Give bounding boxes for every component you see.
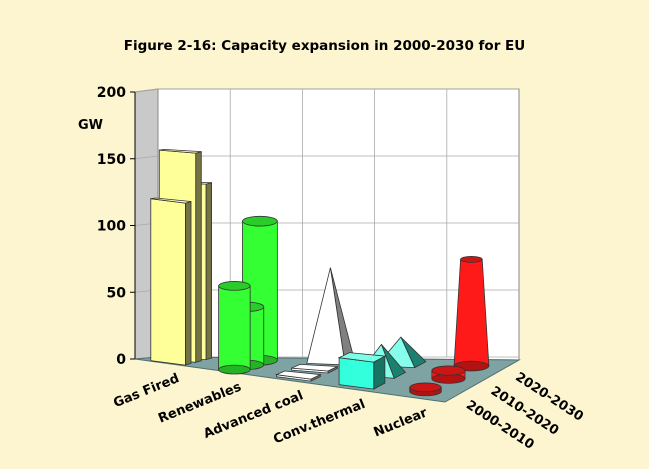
bar-nuclear-2000-2010-top xyxy=(409,382,442,393)
bar-conv-thermal-2000-2010 xyxy=(338,357,375,390)
bar-advanced-coal-2010-2020-top xyxy=(291,363,338,372)
bar-renewables-2020-2030-top xyxy=(242,215,278,227)
bar-renewables-2000-2010-bottom xyxy=(218,364,251,375)
y-tick-label: 100 xyxy=(97,219,126,235)
y-tick-label: 50 xyxy=(107,285,127,301)
y-tick-label: 150 xyxy=(97,152,126,168)
bar-advanced-coal-2000-2010-top xyxy=(274,370,322,380)
bar-gas-fired-2010-2020-side xyxy=(195,151,202,363)
bar-renewables-2000-2010 xyxy=(218,285,251,370)
bar-gas-fired-2000-2010 xyxy=(150,198,186,366)
bar-gas-fired-2010-2020-top xyxy=(159,148,202,154)
chart-title: Figure 2-16: Capacity expansion in 2000-… xyxy=(123,38,526,54)
bar-gas-fired-2000-2010-top xyxy=(150,197,192,204)
y-axis-label: GW xyxy=(78,118,103,133)
grid-line xyxy=(134,155,159,160)
y-tick-label: 200 xyxy=(97,85,126,101)
bar-renewables-2000-2010-top xyxy=(218,281,251,291)
bar-gas-fired-2020-2030-side xyxy=(205,182,213,361)
x-category-label: Nuclear xyxy=(372,405,430,440)
bar-advanced-coal-2020-2030 xyxy=(306,267,346,366)
y-tick-label: 0 xyxy=(116,352,126,368)
grid-line xyxy=(134,88,159,93)
bar-gas-fired-2000-2010-side xyxy=(184,200,192,366)
bar-conv-thermal-2000-2010-top xyxy=(337,352,387,363)
bar-nuclear-2020-2030-top xyxy=(460,255,483,263)
bar-nuclear-2010-2020-top xyxy=(431,365,466,376)
x-category-label: Gas Fired xyxy=(111,371,181,411)
